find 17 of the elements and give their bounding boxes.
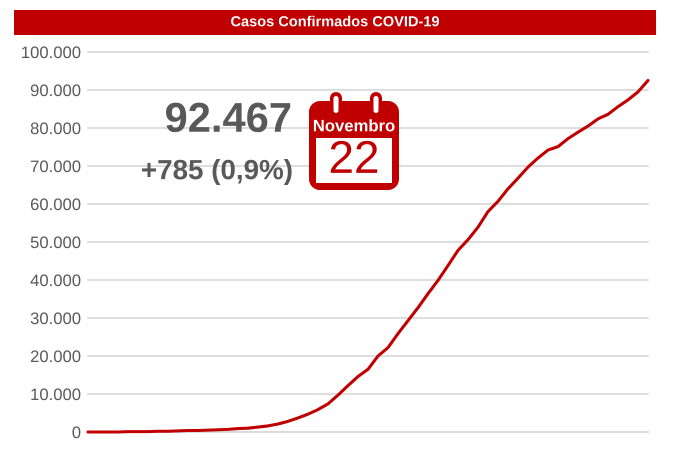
y-tick-label: 20.000 <box>30 350 80 362</box>
y-tick-label: 10.000 <box>31 388 80 400</box>
y-tick-label: 40.000 <box>30 274 80 286</box>
y-tick-label: 100.000 <box>22 46 80 58</box>
line-series <box>86 78 650 434</box>
y-tick-label: 80.000 <box>30 122 80 134</box>
annotation: 22 <box>330 140 378 173</box>
annotation: Novembro <box>314 119 395 132</box>
y-tick-label: 50.000 <box>30 236 80 248</box>
y-tick-label: 30.000 <box>30 312 80 324</box>
y-tick-label: 0 <box>72 426 80 438</box>
y-tick-label: 60.000 <box>30 198 80 210</box>
y-tick-label: 70.000 <box>30 160 80 172</box>
chart-title: Casos Confirmados COVID-19 <box>231 16 439 26</box>
annotation: +785 (0,9%) <box>142 159 292 185</box>
annotation: 92.467 <box>166 102 290 132</box>
y-tick-label: 90.000 <box>30 84 80 96</box>
